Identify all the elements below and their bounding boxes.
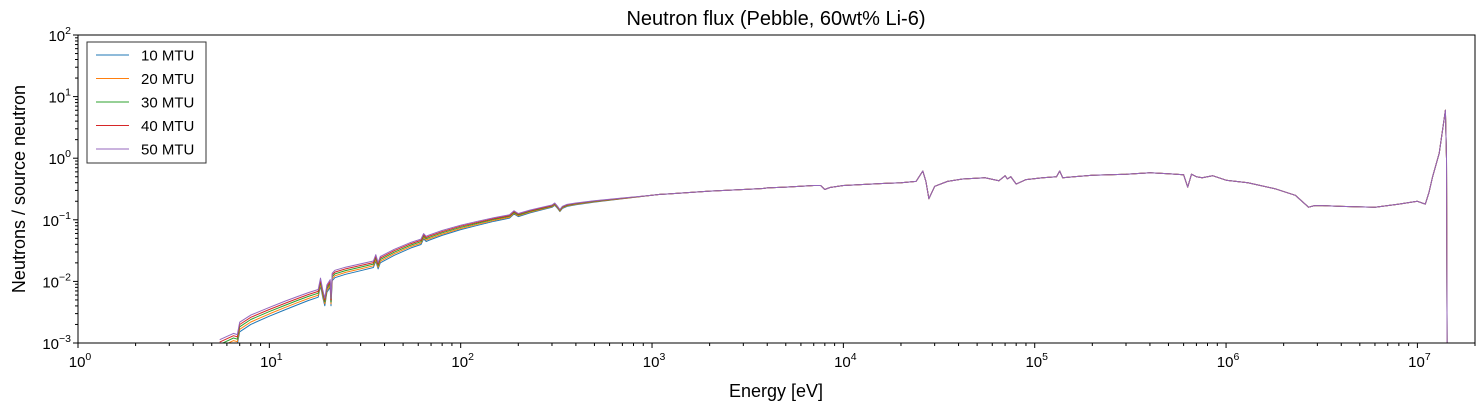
y-tick-label: 102 — [48, 25, 71, 45]
y-tick-label: 100 — [48, 148, 71, 168]
series-line — [219, 109, 1448, 343]
y-tick-label: 10−3 — [42, 333, 71, 353]
x-tick-label: 100 — [69, 351, 92, 371]
y-tick-label: 101 — [48, 87, 71, 107]
legend-label: 20 MTU — [141, 71, 194, 88]
series-line — [221, 109, 1448, 343]
legend: 10 MTU 20 MTU 30 MTU 40 MTU 50 MTU — [86, 41, 207, 164]
tick-layer: 100 101 102 103 104 105 106 107 10−3 10−2 10−1 100 1… — [42, 25, 1476, 371]
series-layer — [219, 109, 1448, 343]
x-tick-label: 107 — [1408, 351, 1431, 371]
y-tick-label: 10−2 — [42, 271, 71, 291]
x-tick-label: 106 — [1217, 351, 1240, 371]
chart-title: Neutron flux (Pebble, 60wt% Li-6) — [626, 8, 925, 30]
y-tick-label: 10−1 — [42, 210, 71, 230]
legend-label: 30 MTU — [141, 95, 194, 112]
legend-label: 10 MTU — [141, 48, 194, 65]
x-axis-label: Energy [eV] — [729, 381, 823, 401]
legend-label: 40 MTU — [141, 118, 194, 135]
series-line — [227, 109, 1448, 343]
x-tick-label: 103 — [643, 351, 666, 371]
x-tick-label: 102 — [451, 351, 474, 371]
series-line — [232, 109, 1448, 343]
legend-label: 50 MTU — [141, 142, 194, 159]
plot-frame — [77, 34, 1476, 344]
series-line — [219, 109, 1448, 343]
x-tick-label: 104 — [834, 351, 857, 371]
y-axis-label: Neutrons / source neutron — [9, 85, 29, 293]
x-tick-label: 105 — [1025, 351, 1048, 371]
x-tick-label: 101 — [260, 351, 283, 371]
